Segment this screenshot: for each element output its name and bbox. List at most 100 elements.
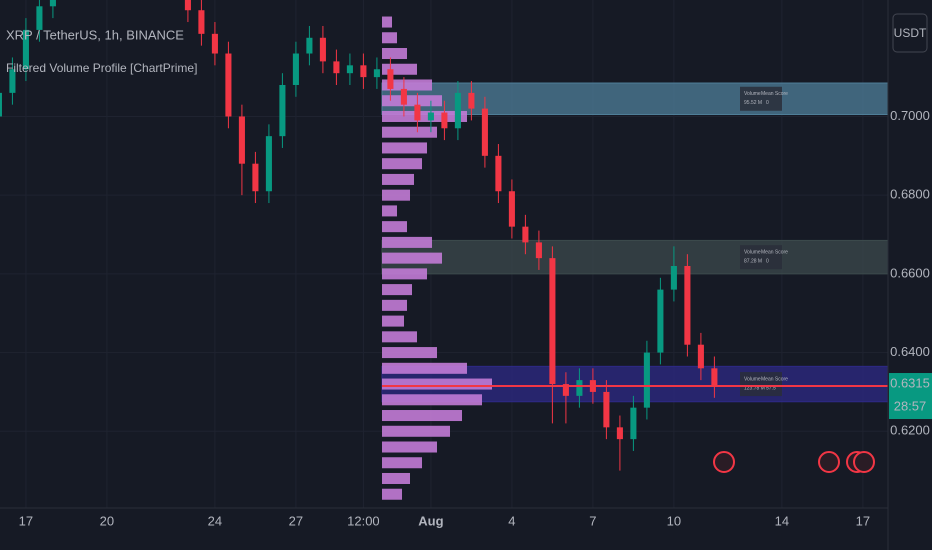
candle-body: [9, 69, 16, 93]
candle-body: [211, 33, 218, 54]
candle-body: [184, 0, 191, 11]
candle-body: [643, 352, 650, 408]
candle-body: [238, 116, 245, 164]
y-tick-label: 0.6600: [890, 265, 930, 280]
candle-body: [427, 112, 434, 121]
profile-bar: [382, 472, 410, 484]
candle-body: [360, 65, 367, 78]
profile-bar: [382, 331, 417, 343]
profile-bar: [382, 32, 397, 44]
zone-header: Mean Score: [761, 376, 788, 382]
profile-bar: [382, 173, 414, 185]
profile-bar: [382, 221, 407, 233]
x-tick-label: 17: [856, 513, 870, 528]
candle-body: [684, 266, 691, 345]
zone-header: Volume: [744, 376, 761, 382]
candle-body: [562, 384, 569, 396]
x-tick-label: 24: [208, 513, 222, 528]
x-tick-label: 14: [775, 513, 789, 528]
profile-bar: [382, 252, 442, 264]
candle-body: [549, 258, 556, 385]
zone: [381, 82, 888, 116]
profile-bar: [382, 79, 432, 91]
profile-bar: [382, 16, 392, 28]
candle-body: [400, 88, 407, 105]
currency-button[interactable]: [892, 13, 928, 53]
profile-bar: [382, 110, 467, 122]
zone-header: Mean Score: [761, 249, 788, 255]
candle-body: [711, 368, 718, 387]
candle-body: [36, 6, 43, 30]
candle-body: [346, 65, 353, 74]
candle-body: [657, 289, 664, 353]
profile-bar: [382, 410, 462, 422]
x-tick-label: 12:00: [347, 513, 380, 528]
y-tick-label: 0.7000: [890, 108, 930, 123]
candle-body: [522, 226, 529, 243]
x-tick-label: 27: [289, 513, 303, 528]
profile-bar: [382, 142, 427, 154]
price-tag: [889, 373, 932, 420]
candle-body: [387, 69, 394, 89]
candle-body: [0, 92, 2, 117]
profile-bar: [382, 425, 450, 437]
zone-volume: 87.28 M: [744, 258, 762, 264]
zone-score: 0: [766, 258, 769, 264]
profile-bar: [382, 378, 492, 390]
candle-body: [49, 0, 56, 7]
zone-table: [740, 245, 782, 270]
candle-body: [481, 108, 488, 156]
candle-body: [22, 29, 29, 70]
price-tag-label: 0.6315: [890, 375, 930, 390]
profile-bar: [382, 457, 422, 469]
event-icons: [713, 451, 875, 473]
candle-body: [373, 69, 380, 78]
candle-body: [198, 10, 205, 34]
zone-score: 57.5: [766, 385, 776, 391]
profile-bar: [382, 362, 467, 374]
profile-bar: [382, 284, 412, 296]
zone-score: 0: [766, 100, 769, 106]
candle-body: [468, 92, 475, 109]
zone-header: Mean Score: [761, 91, 788, 97]
profile-bar: [382, 394, 482, 406]
profile-bar: [382, 48, 407, 60]
candle-body: [454, 92, 461, 129]
candle-body: [333, 61, 340, 74]
zone-header: Volume: [744, 91, 761, 97]
candle-body: [292, 53, 299, 85]
candle-body: [670, 266, 677, 290]
profile-bar: [382, 189, 410, 201]
profile-bar: [382, 268, 427, 280]
zone: [381, 239, 888, 275]
x-tick-label: 20: [100, 513, 114, 528]
candle-body: [495, 155, 502, 192]
profile-bar: [382, 126, 437, 138]
profile-bar: [382, 315, 404, 327]
profile-bar: [382, 441, 437, 453]
currency-label[interactable]: USDT: [894, 26, 927, 40]
candle-body: [319, 37, 326, 62]
candle-body: [508, 191, 515, 227]
candle-body: [630, 407, 637, 440]
profile-bar: [382, 347, 437, 359]
profile-bar: [382, 236, 432, 248]
x-tick-label: 7: [589, 513, 596, 528]
candle-body: [576, 380, 583, 396]
candle-body: [306, 37, 313, 54]
candle-body: [616, 427, 623, 440]
profile-bar: [382, 205, 397, 217]
y-tick-label: 0.6800: [890, 187, 930, 202]
candle-body: [697, 344, 704, 369]
candle-body: [225, 53, 232, 117]
zone-table: [740, 86, 782, 111]
countdown: 28:57: [894, 398, 927, 413]
y-tick-label: 0.6200: [890, 423, 930, 438]
candle-body: [279, 84, 286, 137]
x-tick-label: Aug: [418, 513, 443, 528]
y-tick-label: 0.6400: [890, 344, 930, 359]
zone-volume: 95.52 M: [744, 100, 762, 106]
zone-table: [740, 372, 782, 397]
